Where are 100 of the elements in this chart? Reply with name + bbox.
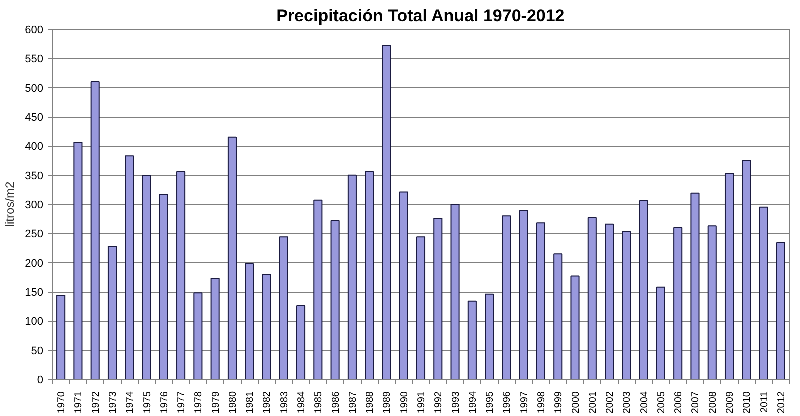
y-tick-label: 350 — [25, 170, 44, 182]
x-tick-label: 2012 — [776, 391, 788, 414]
bar — [382, 45, 392, 380]
x-tick-label: 1980 — [228, 391, 239, 414]
x-tick-label: 1996 — [502, 391, 514, 414]
y-axis-title: litros/m2 — [3, 182, 18, 228]
bar — [605, 224, 614, 380]
y-tick-label: 150 — [25, 287, 44, 299]
y-tick-label: 250 — [25, 228, 44, 241]
x-tick-label: 1982 — [262, 391, 274, 414]
x-tick-label: 1984 — [296, 391, 308, 414]
bar — [708, 226, 717, 380]
x-tick-label: 1977 — [176, 391, 188, 414]
x-tick-label: 2001 — [588, 391, 599, 414]
bar — [56, 295, 66, 380]
bar — [536, 222, 546, 380]
bar — [125, 156, 134, 380]
x-tick-label: 1986 — [330, 391, 342, 414]
bar — [245, 264, 254, 380]
x-tick-label: 1988 — [365, 391, 376, 414]
x-tick-label: 1997 — [519, 391, 530, 414]
x-tick-label: 2000 — [570, 391, 582, 414]
bar — [742, 160, 752, 380]
bar — [74, 142, 83, 380]
bar — [365, 171, 374, 380]
bar — [262, 274, 272, 380]
bar — [330, 220, 340, 380]
x-tick-label: 1983 — [279, 391, 290, 414]
y-tick-label: 200 — [25, 258, 44, 270]
x-tick-label: 1995 — [485, 391, 496, 414]
bar — [210, 278, 220, 380]
bar — [450, 204, 460, 380]
x-tick-label: 1981 — [245, 391, 256, 414]
y-tick-label: 500 — [25, 82, 44, 95]
bar — [416, 236, 426, 380]
x-tick-label: 1978 — [194, 391, 205, 414]
chart-title: Precipitación Total Anual 1970-2012 — [276, 6, 565, 26]
bar — [776, 242, 786, 380]
bar — [656, 286, 666, 380]
x-tick-label: 1992 — [434, 391, 445, 414]
bar — [108, 246, 118, 380]
x-tick-label: 1974 — [125, 391, 136, 414]
x-tick-label: 1998 — [536, 391, 548, 414]
x-tick-label: 2007 — [690, 391, 702, 414]
bar — [502, 216, 512, 380]
x-tick-label: 2008 — [708, 391, 719, 414]
x-tick-label: 2005 — [656, 391, 668, 414]
bar — [759, 206, 768, 380]
y-tick-label: 450 — [25, 112, 44, 124]
bar — [639, 200, 648, 380]
x-tick-label: 1994 — [468, 391, 479, 414]
x-tick-label: 1972 — [90, 391, 102, 414]
bar — [588, 217, 597, 380]
bar — [622, 231, 632, 380]
x-tick-label: 1989 — [382, 391, 394, 414]
bar — [159, 194, 168, 380]
x-tick-label: 2003 — [622, 391, 634, 414]
y-tick-label: 300 — [25, 200, 44, 212]
bar — [296, 306, 306, 380]
x-tick-label: 1970 — [56, 391, 68, 414]
bar — [228, 136, 237, 380]
bar — [90, 82, 100, 380]
bar — [399, 192, 408, 380]
x-tick-label: 2009 — [725, 391, 736, 414]
x-tick-label: 2004 — [639, 391, 650, 414]
bar — [724, 173, 734, 380]
bar — [314, 200, 323, 380]
bar — [434, 218, 443, 380]
bar — [279, 236, 288, 380]
x-tick-label: 1975 — [142, 391, 154, 414]
bar — [176, 171, 186, 380]
bar — [554, 254, 563, 380]
x-tick-label: 2006 — [674, 391, 685, 414]
x-tick-label: 2002 — [605, 391, 616, 414]
x-tick-label: 2011 — [759, 391, 770, 414]
bar — [194, 292, 203, 380]
x-tick-label: 1971 — [74, 391, 85, 414]
x-tick-label: 1979 — [210, 391, 222, 414]
x-tick-label: 1993 — [450, 391, 462, 414]
y-tick-label: 50 — [31, 345, 44, 358]
bar — [570, 276, 580, 380]
y-tick-label: 100 — [25, 316, 44, 328]
x-tick-label: 1976 — [159, 391, 170, 414]
x-tick-label: 1987 — [348, 391, 359, 414]
bar — [690, 192, 700, 380]
x-tick-label: 1991 — [416, 391, 428, 414]
bar — [485, 294, 494, 380]
x-tick-label: 1990 — [399, 391, 410, 414]
bar — [468, 300, 477, 380]
y-tick-label: 550 — [25, 54, 44, 66]
x-tick-label: 1973 — [108, 391, 119, 414]
y-tick-label: 0 — [37, 374, 44, 386]
bar — [348, 174, 357, 380]
y-tick-label: 600 — [25, 24, 44, 36]
x-tick-label: 2010 — [742, 391, 754, 414]
bar — [142, 175, 152, 380]
x-tick-label: 1985 — [314, 391, 325, 414]
bar — [674, 227, 683, 380]
y-tick-label: 400 — [25, 141, 44, 154]
bar — [519, 210, 528, 380]
